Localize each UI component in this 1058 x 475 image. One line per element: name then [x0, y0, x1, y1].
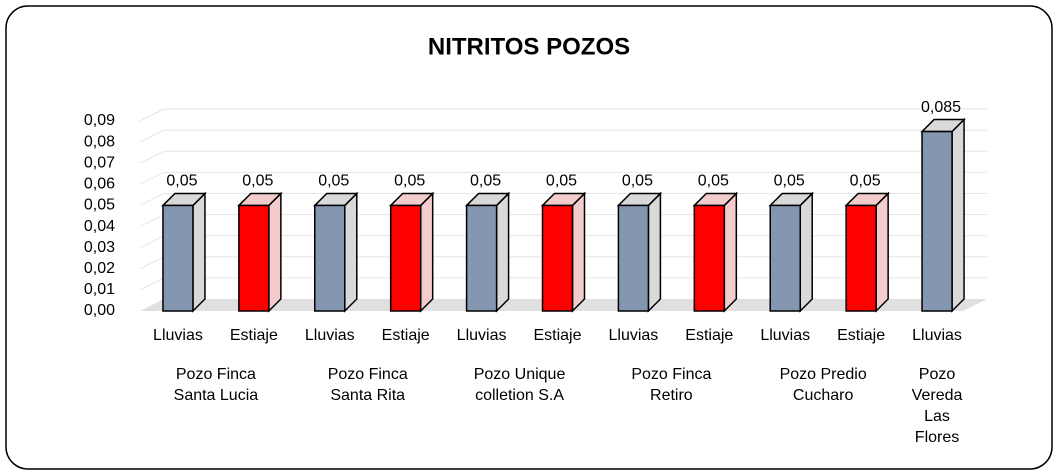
group-label: Pozo Finca Santa Lucia: [173, 366, 259, 404]
y-tick-label: 0,04: [84, 218, 115, 235]
y-tick-label: 0,03: [84, 239, 115, 256]
y-tick-label: 0,07: [84, 154, 115, 171]
y-tick-label: 0,05: [84, 197, 115, 214]
bar: [541, 204, 574, 312]
data-label: 0,05: [394, 173, 425, 190]
bar: [389, 204, 422, 312]
data-label: 0,05: [546, 173, 577, 190]
data-label: 0,05: [166, 173, 197, 190]
data-label: 0,05: [698, 173, 729, 190]
bar-side: [495, 191, 510, 313]
x-tick-label: Lluvias: [609, 327, 659, 344]
bar-side: [875, 191, 889, 313]
data-label: 0,05: [470, 173, 501, 190]
data-label: 0,05: [774, 173, 805, 190]
chart-title: NITRITOS POZOS: [428, 33, 630, 60]
x-tick-label: Estiaje: [382, 327, 430, 344]
data-label: 0,05: [318, 173, 349, 190]
y-tick-label: 0,00: [84, 302, 115, 319]
y-tick-label: 0,01: [84, 281, 115, 298]
bar-side: [647, 191, 662, 313]
bar-side: [571, 191, 586, 313]
x-tick-label: Lluvias: [912, 327, 962, 344]
group-label: Pozo Finca Santa Rita: [327, 366, 408, 404]
x-tick-label: Lluvias: [305, 327, 355, 344]
data-label: 0,05: [850, 173, 881, 190]
x-tick-label: Estiaje: [230, 327, 278, 344]
group-label: Pozo Predio Cucharo: [779, 366, 867, 404]
data-label: 0,085: [921, 99, 961, 116]
bar: [238, 204, 270, 312]
y-tick-label: 0,02: [84, 260, 115, 277]
grid-line: [139, 129, 987, 143]
bar-side: [723, 191, 738, 313]
y-tick-label: 0,09: [84, 112, 115, 129]
bar: [845, 204, 877, 312]
x-tick-label: Estiaje: [685, 327, 733, 344]
bar: [314, 204, 346, 312]
x-tick-label: Lluvias: [760, 327, 810, 344]
x-tick-label: Estiaje: [837, 327, 885, 344]
y-tick-label: 0,08: [84, 133, 115, 150]
bar-side: [799, 191, 813, 313]
data-label: 0,05: [622, 173, 653, 190]
data-label: 0,05: [242, 173, 273, 190]
y-tick-label: 0,06: [84, 176, 115, 193]
bar: [921, 130, 953, 312]
bar-side: [192, 191, 206, 313]
bar: [465, 204, 498, 312]
group-label: Pozo Finca Retiro: [631, 366, 712, 404]
grid-line: [139, 108, 987, 122]
chart-frame: [5, 5, 1053, 470]
bar-side: [419, 191, 434, 313]
x-tick-label: Estiaje: [533, 327, 581, 344]
bar-side: [951, 117, 965, 313]
grid-line: [139, 150, 987, 164]
group-label: Pozo Vereda Las Flores: [911, 366, 963, 446]
grid-line: [139, 171, 987, 185]
x-tick-label: Lluvias: [153, 327, 203, 344]
bar: [617, 204, 650, 312]
bar: [769, 204, 801, 312]
bar-side: [268, 191, 282, 313]
bar-side: [344, 191, 358, 313]
group-label: Pozo Unique colletion S.A: [473, 366, 566, 404]
x-tick-label: Lluvias: [457, 327, 507, 344]
bar: [693, 204, 726, 312]
bar: [162, 204, 194, 312]
